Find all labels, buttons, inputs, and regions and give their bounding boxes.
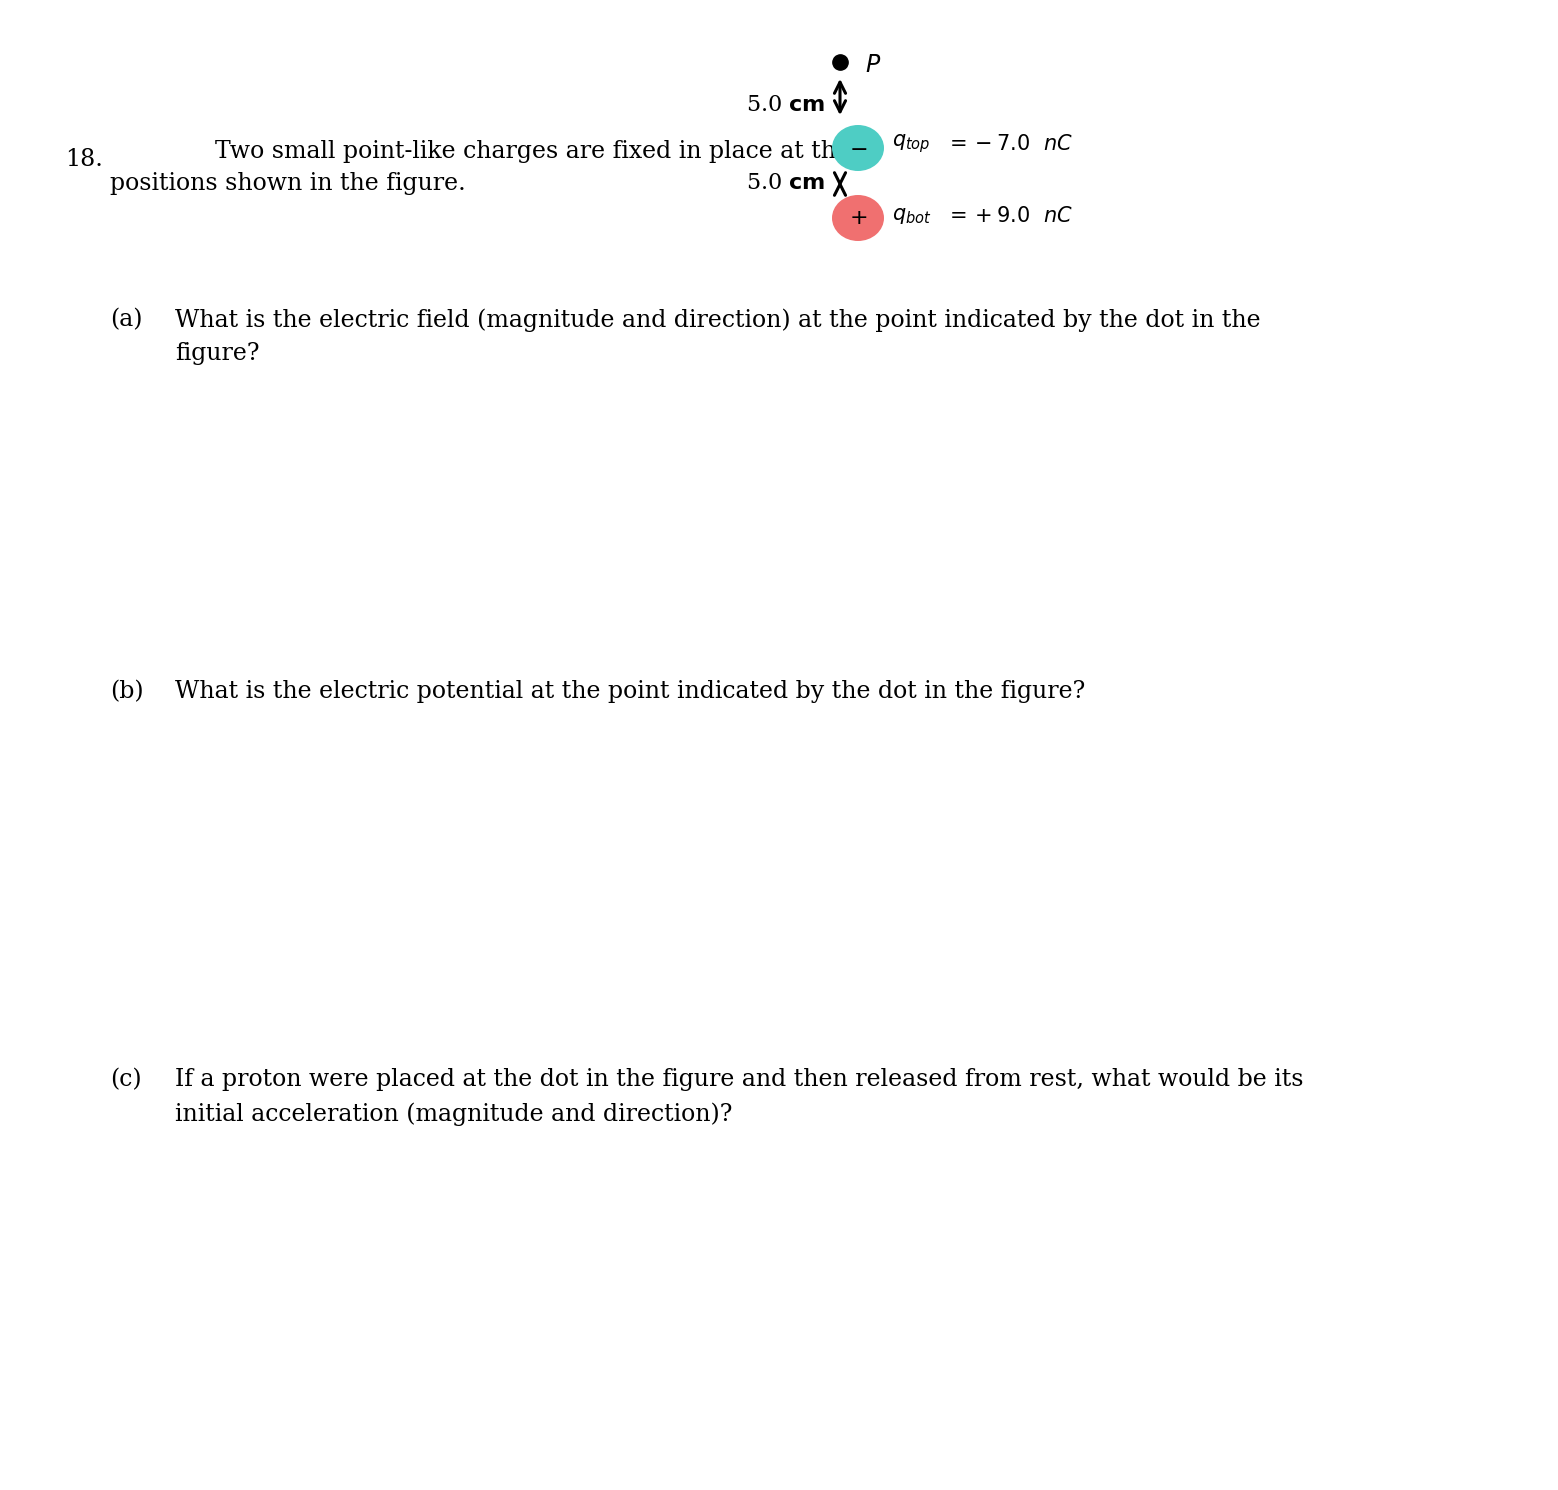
Text: figure?: figure? [174,343,260,365]
Text: Two small point-like charges are fixed in place at the: Two small point-like charges are fixed i… [215,140,851,162]
Text: What is the electric field (magnitude and direction) at the point indicated by t: What is the electric field (magnitude an… [174,308,1260,332]
Text: 18.: 18. [65,148,103,171]
Text: (c): (c) [111,1068,142,1091]
Text: $q_{top}$: $q_{top}$ [893,133,930,155]
Text: $P$: $P$ [865,54,882,77]
Text: (a): (a) [111,308,142,331]
Text: initial acceleration (magnitude and direction)?: initial acceleration (magnitude and dire… [174,1103,732,1125]
Text: $+$: $+$ [849,209,868,228]
Text: $= -7.0\ \ nC$: $= -7.0\ \ nC$ [946,134,1073,153]
Text: $= +9.0\ \ nC$: $= +9.0\ \ nC$ [946,206,1073,226]
Text: $-$: $-$ [849,139,868,158]
Text: If a proton were placed at the dot in the figure and then released from rest, wh: If a proton were placed at the dot in th… [174,1068,1304,1091]
Text: (b): (b) [111,679,143,703]
Text: positions shown in the figure.: positions shown in the figure. [111,171,466,195]
Text: $q_{bot}$: $q_{bot}$ [893,206,932,226]
Text: What is the electric potential at the point indicated by the dot in the figure?: What is the electric potential at the po… [174,679,1086,703]
Ellipse shape [832,195,883,241]
Text: 5.0 $\mathbf{cm}$: 5.0 $\mathbf{cm}$ [746,171,826,194]
Text: 5.0 $\mathbf{cm}$: 5.0 $\mathbf{cm}$ [746,94,826,116]
Ellipse shape [832,125,883,171]
